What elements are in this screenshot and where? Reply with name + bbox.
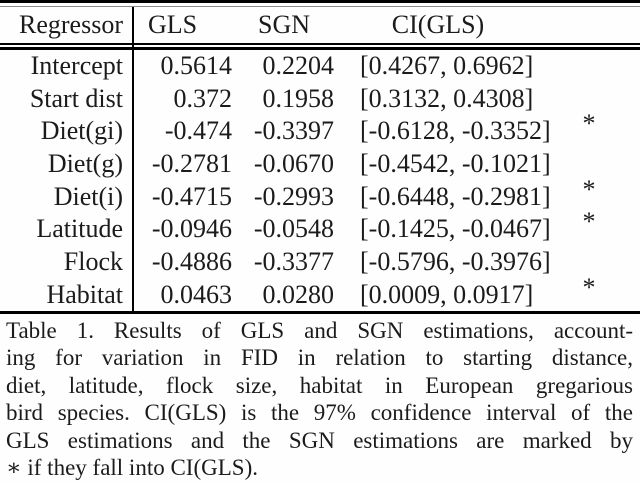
ci-cell: [-0.4542, -0.1021] [360,148,551,178]
column-header-ci-gls: CI(GLS) [391,10,485,39]
table-row: Intercept 0.5614 0.2204 [0.4267, 0.6962] [0,50,640,83]
caption-line: ∗ if they fall into CI(GLS). [6,455,258,481]
caption-line: GLS estimations and the SGN estimations … [6,427,633,453]
sgn-cell: 0.1958 [262,83,335,113]
gls-cell: -0.4715 [151,181,232,211]
regressor-cell: Flock [63,246,123,276]
table-row: Diet(gi) -0.474 -0.3397 [-0.6128, -0.335… [0,109,640,148]
significance-cell [566,247,640,277]
table-row: Diet(i) -0.4715 -0.2993 [-0.6448, -0.298… [0,175,640,213]
ci-cell: [-0.6128, -0.3352] [360,116,551,146]
header-separator-rule-thick [0,47,640,50]
sgn-cell: -0.0670 [253,148,334,178]
regressor-cell: Start dist [29,83,123,113]
caption-line: diet, latitude, flock size, habitat in E… [6,372,633,398]
top-rule-thick [0,0,640,3]
gls-cell: -0.2781 [151,148,232,178]
gls-cell: 0.372 [173,83,233,113]
column-header-regressor: Regressor [19,10,123,39]
significance-star: * [582,109,596,139]
sgn-cell: -0.2993 [253,181,334,211]
regressor-cell: Habitat [46,279,123,309]
significance-cell: * [566,109,640,146]
ci-cell: [-0.6448, -0.2981] [360,181,551,211]
top-rule-thin [0,6,640,7]
significance-cell [566,149,640,179]
regression-results-table: Regressor GLS SGN CI(GLS) Intercept 0.56… [0,0,640,314]
column-header-sgn: SGN [258,10,311,39]
table-caption: Table 1. Results of GLS and SGN estimati… [0,314,640,481]
table-row: Diet(g) -0.2781 -0.0670 [-0.4542, -0.102… [0,148,640,181]
caption-line: ing for variation in FID in relation to … [6,345,633,371]
ci-cell: [-0.5796, -0.3976] [360,246,551,276]
regressor-cell: Latitude [36,214,123,244]
table-row: Habitat 0.0463 0.0280 [0.0009, 0.0917] * [0,273,640,311]
table-row: Start dist 0.372 0.1958 [0.3132, 0.4308] [0,82,640,115]
significance-star: * [582,174,596,204]
gls-cell: -0.0946 [151,214,232,244]
gls-cell: 0.5614 [160,50,233,80]
significance-star: * [582,272,596,302]
sgn-cell: -0.3377 [253,246,334,276]
table-header-row: Regressor GLS SGN CI(GLS) [0,7,640,43]
gls-cell: -0.4886 [151,246,232,276]
regressor-cell: Intercept [30,50,123,80]
significance-cell: * [566,273,640,310]
significance-cell [566,51,640,81]
significance-star: * [582,207,596,237]
column-divider-line [132,7,134,314]
caption-line: bird species. CI(GLS) is the 97% confide… [6,400,633,426]
caption-line: Table 1. Results of GLS and SGN estimati… [6,318,633,343]
header-separator-rule-thin [0,43,640,45]
regressor-cell: Diet(i) [53,181,123,211]
sgn-cell: 0.0280 [262,279,335,309]
ci-cell: [0.4267, 0.6962] [360,50,534,80]
ci-cell: [0.3132, 0.4308] [360,83,534,113]
gls-cell: -0.474 [164,116,232,146]
regressor-cell: Diet(gi) [40,116,123,146]
table-body: Intercept 0.5614 0.2204 [0.4267, 0.6962]… [0,50,640,312]
table-row: Flock -0.4886 -0.3377 [-0.5796, -0.3976] [0,246,640,279]
bottom-rule [0,311,640,314]
sgn-cell: -0.0548 [253,214,334,244]
ci-cell: [0.0009, 0.0917] [360,279,534,309]
regressor-cell: Diet(g) [47,148,123,178]
ci-cell: [-0.1425, -0.0467] [360,214,551,244]
table-row: Latitude -0.0946 -0.0548 [-0.1425, -0.04… [0,207,640,246]
sgn-cell: 0.2204 [262,50,335,80]
gls-cell: 0.0463 [160,279,233,309]
significance-cell: * [566,207,640,244]
column-header-gls: GLS [148,10,198,39]
sgn-cell: -0.3397 [253,116,334,146]
significance-cell [566,84,640,114]
significance-cell: * [566,175,640,212]
